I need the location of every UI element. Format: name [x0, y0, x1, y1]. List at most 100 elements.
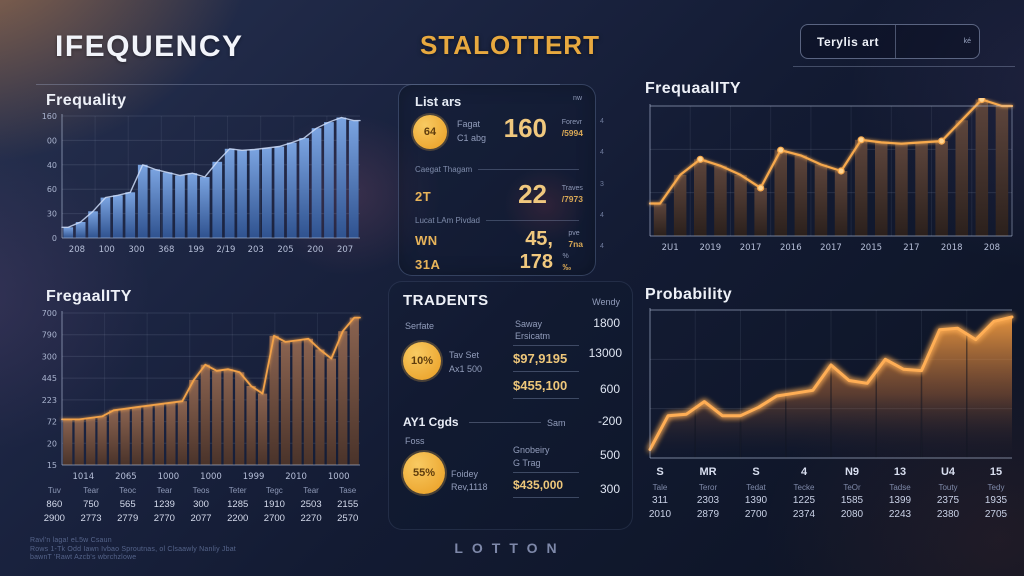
stat-suffix: /7973 — [561, 194, 583, 204]
svg-text:2018: 2018 — [941, 243, 963, 253]
svg-text:0: 0 — [52, 234, 57, 243]
left-table-row: 2900 2773 2779 2770 2077 2200 2700 2270 2570 — [36, 513, 366, 524]
left-table-header-cell: Tegc — [265, 486, 283, 495]
section-label: Caegat Thagam — [415, 165, 473, 174]
right-table-cell: 2879 — [696, 509, 720, 520]
left-table-cell: 565 — [119, 499, 136, 510]
search-box[interactable]: Terylis art ké — [800, 24, 980, 59]
svg-text:2019: 2019 — [699, 243, 721, 253]
right-table-name: Teror — [698, 483, 718, 492]
right-table-category: S — [656, 466, 664, 478]
chart-title-fregaality: FregaalITY — [46, 288, 132, 305]
trends-label: Tav Set — [449, 350, 480, 360]
right-table-cell: 2374 — [792, 509, 816, 520]
trends-label: Gnobeiry — [513, 445, 550, 455]
right-table-name: Tale — [652, 483, 668, 492]
axis-tick: 4 — [600, 118, 604, 125]
section-divider — [469, 422, 541, 423]
svg-text:160: 160 — [42, 112, 57, 121]
right-table-name: TeOr — [843, 483, 861, 492]
weekly-value: 300 — [599, 482, 620, 496]
search-label: Terylis art — [801, 25, 896, 58]
right-table-category: U4 — [940, 466, 956, 478]
trends-label: Sam — [547, 418, 566, 428]
left-table-header-cell: Tear — [83, 486, 99, 495]
svg-text:1000: 1000 — [200, 472, 222, 480]
stat-value-160: 160 — [503, 113, 547, 143]
brand-logo: LOTTON — [454, 540, 566, 556]
left-table-header-cell: Tear — [156, 486, 173, 495]
header-divider-right — [793, 66, 1015, 67]
value-divider — [513, 398, 579, 399]
right-table-cell: 1399 — [888, 495, 912, 506]
right-table-cell: 1390 — [744, 495, 768, 506]
right-table-name: Tecke — [793, 483, 815, 492]
fine-print: Ravl'n laga! eL5w Csaun Rows 1-Tk Odd Ia… — [30, 537, 236, 563]
right-table-category: 4 — [800, 466, 808, 478]
svg-text:1999: 1999 — [243, 472, 265, 480]
right-table-cell: 2380 — [936, 509, 960, 520]
svg-text:300: 300 — [128, 245, 144, 255]
weekly-value: 1800 — [593, 316, 620, 330]
page-title: IFEQUENCY — [55, 30, 244, 63]
svg-text:2065: 2065 — [115, 472, 137, 480]
left-table-cell: 2773 — [80, 513, 102, 524]
left-table-cell: 300 — [193, 499, 209, 510]
left-table-cell: 2503 — [300, 499, 322, 510]
left-table-header: Tuv Tear Teoc Tear Teos Teter Tegc Tear Tase — [36, 486, 366, 495]
left-table-cell: 2270 — [300, 513, 322, 524]
svg-text:368: 368 — [158, 245, 174, 255]
svg-text:30: 30 — [47, 210, 57, 219]
left-table-cell: 2700 — [263, 513, 285, 524]
svg-text:1014: 1014 — [72, 472, 94, 480]
svg-text:2017: 2017 — [820, 243, 842, 253]
left-table-cell: 2077 — [190, 513, 212, 524]
left-table-header-cell: Tase — [339, 486, 357, 495]
right-table-row: 311 2303 1390 1225 1585 1399 2375 1935 — [636, 495, 1020, 506]
svg-text:199: 199 — [188, 245, 204, 255]
stat-suffix: /5994 — [561, 128, 583, 138]
svg-text:300: 300 — [42, 352, 57, 361]
svg-text:207: 207 — [337, 245, 353, 255]
right-table-name: Tadse — [889, 483, 911, 492]
left-table-cell: 2200 — [227, 513, 249, 524]
money-value-1: $97,9195 — [513, 351, 568, 366]
chart-title-frequaality: FrequaalITY — [645, 80, 741, 97]
stats-panel-corner-label: nw — [573, 95, 582, 102]
trends-title: TRADENTS — [403, 292, 489, 309]
section-ay1-cgds: AY1 Cgds — [403, 415, 459, 429]
panel-axis-ticks: 4 4 3 4 4 — [600, 118, 604, 250]
trends-label: G Trag — [513, 458, 541, 468]
trends-label: Saway — [515, 319, 543, 329]
svg-text:00: 00 — [47, 136, 57, 145]
left-table-cell: 2779 — [117, 513, 139, 524]
stat-suffix: ‰ — [562, 262, 572, 272]
right-table-name: Tedy — [987, 483, 1005, 492]
svg-text:15: 15 — [47, 461, 57, 470]
left-table-cell: 1239 — [153, 499, 175, 510]
trends-label: Serfate — [405, 321, 435, 331]
svg-text:223: 223 — [42, 396, 57, 405]
right-table-category: MR — [699, 466, 717, 478]
frequaality-line-chart: 2U1 2019 2017 2016 2017 2015 217 2018 208 — [648, 98, 1014, 253]
section-divider — [478, 169, 579, 170]
axis-tick: 3 — [600, 180, 604, 188]
stats-panel: List ars nw 64 Fagat C1 abg 160 Forevr /… — [398, 84, 596, 276]
left-table-header-cell: Tear — [303, 486, 319, 495]
left-table-header-cell: Teos — [192, 486, 210, 495]
trends-label: Foss — [405, 436, 425, 446]
svg-text:72: 72 — [47, 418, 57, 427]
svg-text:790: 790 — [42, 331, 57, 340]
right-table-cell: 2700 — [744, 509, 768, 520]
left-table-cell: 2155 — [337, 499, 359, 510]
svg-text:60: 60 — [47, 185, 57, 194]
section-label: Lucat LAm Pivdad — [415, 216, 480, 225]
left-table-cell: 750 — [83, 499, 99, 510]
stat-value-178: 178 — [519, 251, 553, 273]
money-value-2: $455,100 — [513, 378, 568, 393]
weekly-value: 500 — [599, 448, 620, 462]
stat-value-45: 45, — [525, 228, 553, 250]
trends-label: Rev,1118 — [451, 482, 488, 492]
left-table-cell: 860 — [46, 499, 63, 510]
